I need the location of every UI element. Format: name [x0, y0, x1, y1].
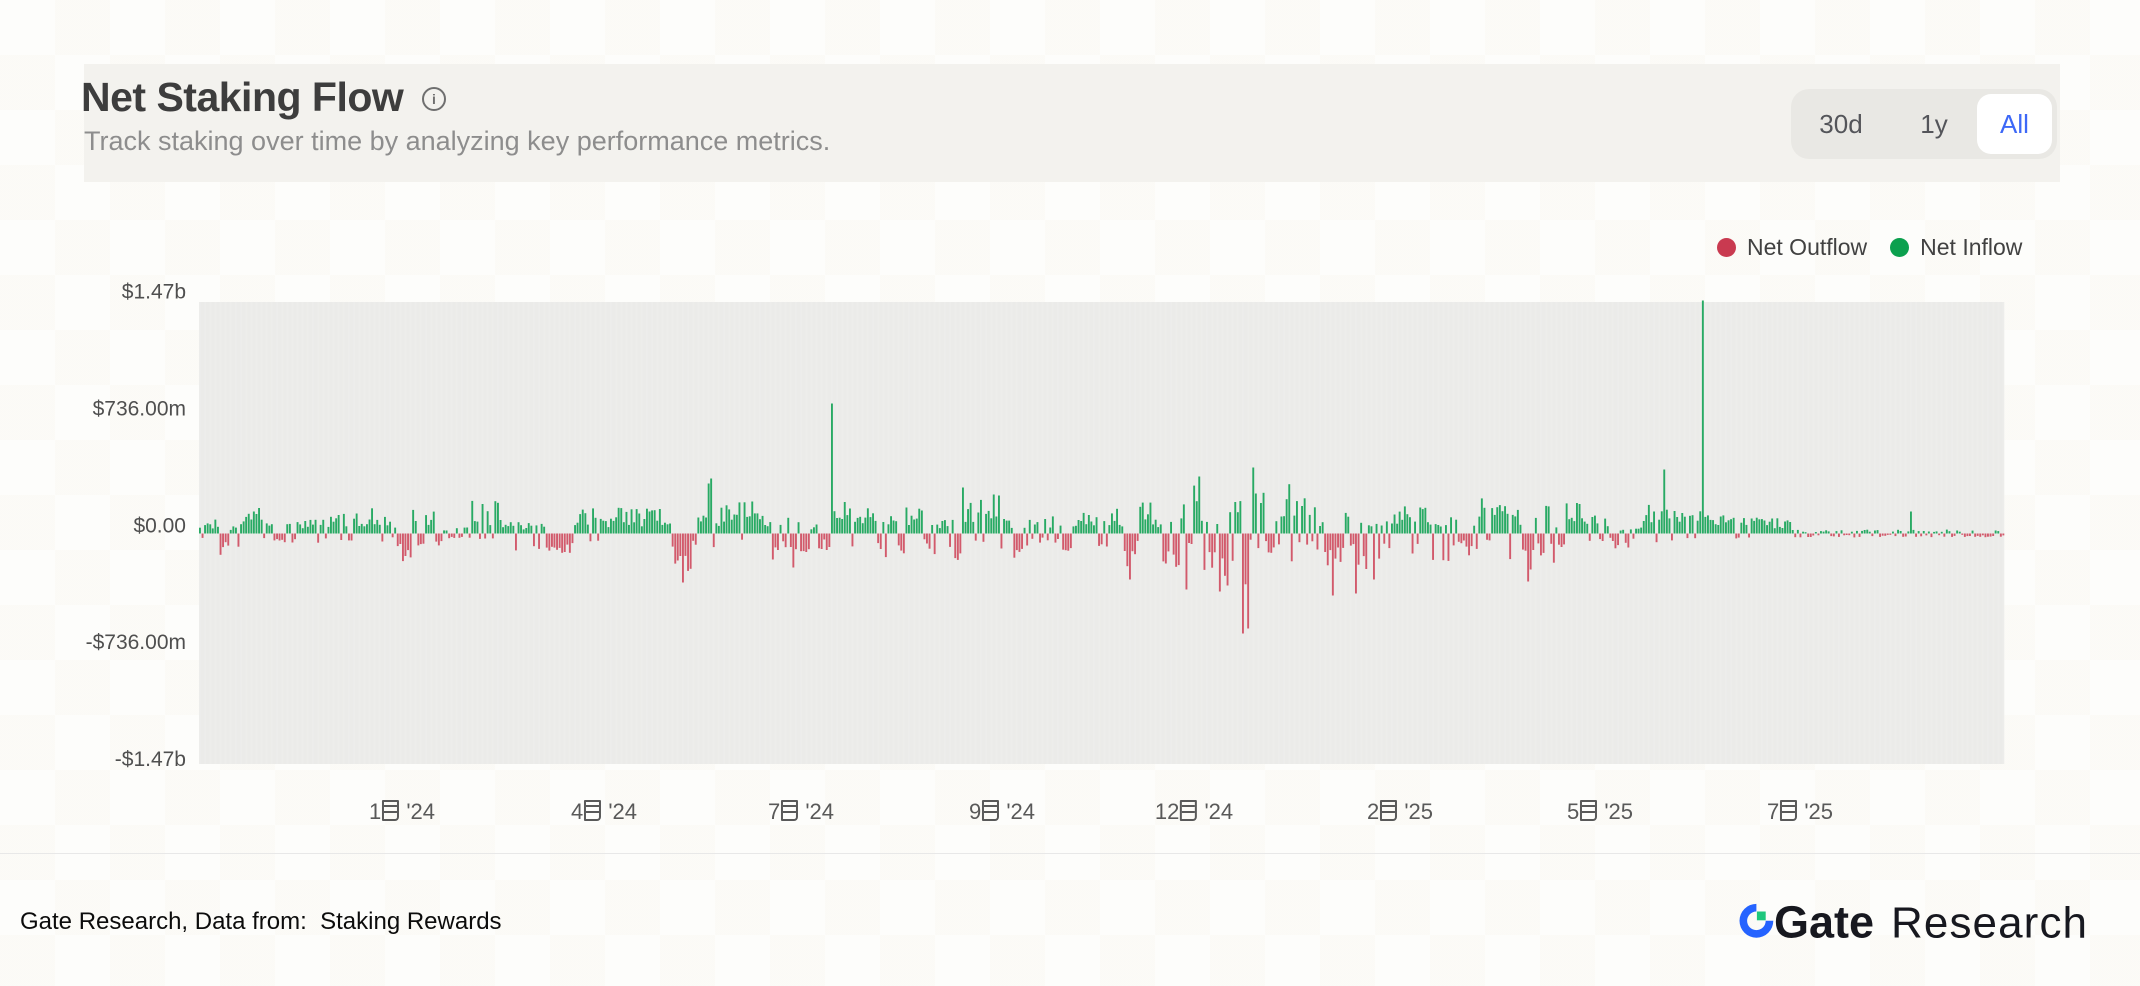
svg-text:$736.00m: $736.00m [93, 398, 186, 421]
svg-text:Research: Research [1891, 899, 2088, 948]
svg-text:-$736.00m: -$736.00m [86, 631, 186, 654]
svg-text:$0.00: $0.00 [133, 515, 186, 538]
svg-text:Gate: Gate [1774, 898, 1874, 948]
svg-text:-$1.47b: -$1.47b [115, 748, 186, 771]
svg-text:$1.47b: $1.47b [122, 281, 186, 304]
